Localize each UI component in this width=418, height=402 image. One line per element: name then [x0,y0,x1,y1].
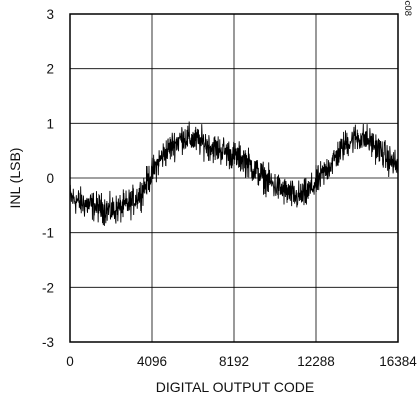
x-tick-labels: 0 4096 8192 12288 16384 [66,354,417,369]
y-tick-labels: -3 -2 -1 0 1 2 3 [42,7,54,350]
inl-series [69,121,399,226]
y-tick-label: 1 [46,116,54,131]
plot-frame [69,13,399,343]
y-tick-label: -1 [42,226,54,241]
y-tick-label: 2 [46,62,54,77]
x-tick-label: 16384 [379,354,417,369]
x-tick-label: 4096 [137,354,167,369]
inl-line [69,121,399,226]
y-tick-label: -3 [42,335,54,350]
x-tick-label: 0 [66,354,74,369]
y-tick-label: 0 [46,171,54,186]
y-tick-label: 3 [46,7,54,22]
x-tick-label: 8192 [219,354,249,369]
y-tick-label: -2 [42,280,54,295]
figure-id-note: MAX12555 toc08 [402,0,413,16]
x-tick-label: 12288 [297,354,335,369]
x-axis-label: DIGITAL OUTPUT CODE [156,379,314,395]
grid-lines [70,14,398,342]
y-axis-label: INL (LSB) [7,148,23,209]
